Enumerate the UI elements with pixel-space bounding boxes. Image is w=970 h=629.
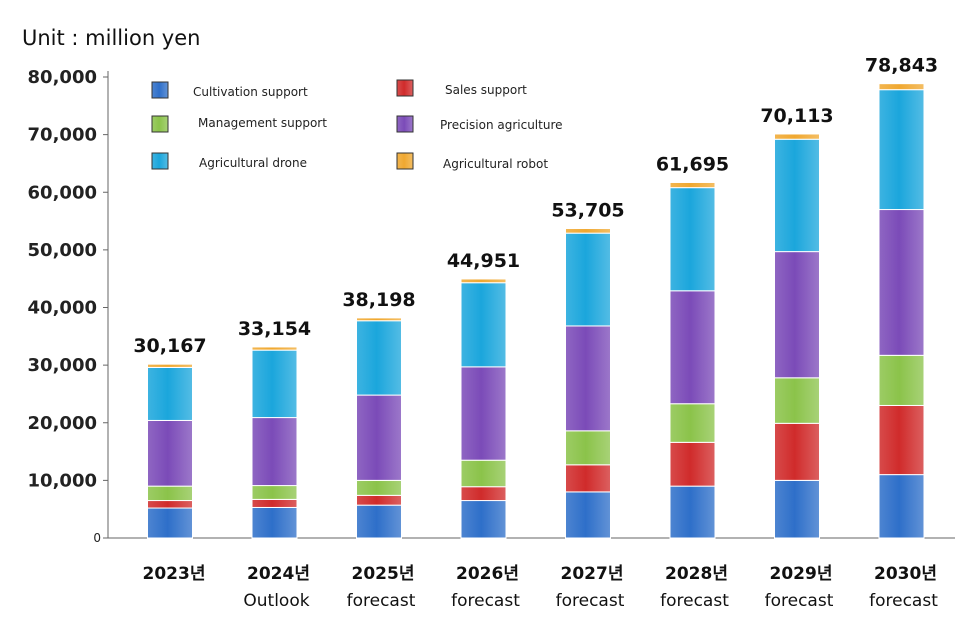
x-tick-sublabel: forecast xyxy=(869,591,938,611)
bar-segment-agricultural-drone xyxy=(460,282,507,368)
bar-segment-agricultural-drone xyxy=(878,89,925,211)
bar-total-label: 78,843 xyxy=(865,55,938,77)
bar-segment-agricultural-robot xyxy=(669,181,716,189)
bar-segment-management-support xyxy=(878,354,925,406)
bar-segment-management-support xyxy=(460,459,507,488)
legend: Cultivation support Sales support Manageme… xyxy=(151,79,563,171)
bar-segment-precision-agriculture xyxy=(878,209,925,356)
bar-segment-precision-agriculture xyxy=(251,417,298,487)
legend-swatch xyxy=(396,79,414,97)
x-tick-sublabel: forecast xyxy=(765,591,834,611)
y-tick-label: 30,000 xyxy=(28,355,97,376)
y-tick-label: 20,000 xyxy=(28,413,97,434)
bar-total-label: 30,167 xyxy=(133,335,206,357)
x-tick-label: 2030년 xyxy=(874,564,937,584)
y-tick-label: 80,000 xyxy=(28,67,97,88)
bar-segment-agricultural-drone xyxy=(356,320,402,396)
y-tick-label: 50,000 xyxy=(28,240,97,261)
bar-segment-sales-support xyxy=(147,500,193,509)
bar-segment-management-support xyxy=(774,377,820,424)
bar-segment-agricultural-robot xyxy=(565,228,611,234)
bar-segment-sales-support xyxy=(565,464,611,493)
y-tick-label: 10,000 xyxy=(28,470,97,491)
y-tick-label: 40,000 xyxy=(28,298,97,319)
bar-segment-agricultural-robot xyxy=(251,346,298,351)
bar-segment-sales-support xyxy=(460,486,507,502)
bar-segment-precision-agriculture xyxy=(356,394,402,481)
x-tick-sublabel: Outlook xyxy=(243,591,309,611)
y-tick-label: 0 xyxy=(93,531,101,545)
bar-total-label: 61,695 xyxy=(656,153,729,175)
bar-segment-cultivation-support xyxy=(147,507,193,539)
x-tick-sublabel: forecast xyxy=(556,591,625,611)
bar-segment-sales-support xyxy=(356,494,402,506)
bar-segment-cultivation-support xyxy=(356,504,402,539)
total-labels: 30,167 33,154 38,198 44,951 53,705 61,695 70,1… xyxy=(133,55,938,357)
legend-swatch xyxy=(151,81,169,99)
bar-total-label: 53,705 xyxy=(551,200,624,222)
bar-segment-sales-support xyxy=(669,441,716,487)
bar-segment-agricultural-drone xyxy=(774,138,820,253)
x-tick-label: 2029년 xyxy=(770,564,833,584)
bar-segment-agricultural-robot xyxy=(460,278,507,284)
bar-segment-cultivation-support xyxy=(251,506,298,539)
x-tick-label: 2028년 xyxy=(665,564,728,584)
unit-label: Unit : million yen xyxy=(22,26,200,50)
x-tick-sublabel: forecast xyxy=(347,591,416,611)
legend-label: Agricultural robot xyxy=(443,157,548,171)
x-axis-labels: 2023년 2024년 Outlook 2025년 forecast 2026년 forec… xyxy=(143,564,939,611)
legend-label: Agricultural drone xyxy=(199,156,307,170)
x-tick-sublabel: forecast xyxy=(451,591,520,611)
legend-label: Cultivation support xyxy=(193,85,308,99)
bar-segment-agricultural-robot xyxy=(774,133,820,140)
bar-segment-agricultural-robot xyxy=(356,317,402,322)
bar-segment-agricultural-drone xyxy=(565,232,611,327)
bar-total-label: 70,113 xyxy=(760,105,833,127)
bar-segment-agricultural-robot xyxy=(878,83,925,91)
legend-swatch xyxy=(396,115,414,133)
bar-segment-management-support xyxy=(147,485,193,502)
legend-label: Sales support xyxy=(445,83,527,97)
bar-segment-agricultural-drone xyxy=(147,366,193,421)
bar-total-label: 33,154 xyxy=(238,318,311,340)
x-tick-label: 2024년 xyxy=(247,564,310,584)
x-tick-label: 2023년 xyxy=(143,564,206,584)
bar-segment-precision-agriculture xyxy=(460,366,507,461)
bars xyxy=(147,83,925,539)
bar-segment-management-support xyxy=(669,403,716,443)
bar-total-label: 44,951 xyxy=(447,250,520,272)
legend-label: Management support xyxy=(198,116,327,130)
bar-segment-sales-support xyxy=(774,422,820,481)
axis: 0 10,000 20,000 30,000 40,000 50,000 60,000 70,… xyxy=(28,67,955,545)
y-tick-label: 70,000 xyxy=(28,125,97,146)
legend-swatch xyxy=(151,115,169,133)
bar-segment-cultivation-support xyxy=(669,485,716,539)
bar-segment-precision-agriculture xyxy=(774,251,820,379)
bar-segment-agricultural-robot xyxy=(147,363,193,368)
bar-segment-cultivation-support xyxy=(878,474,925,539)
bar-segment-cultivation-support xyxy=(460,500,507,539)
bar-segment-agricultural-drone xyxy=(251,349,298,419)
x-tick-label: 2025년 xyxy=(352,564,415,584)
x-tick-label: 2027년 xyxy=(561,564,624,584)
x-tick-sublabel: forecast xyxy=(660,591,729,611)
bar-segment-precision-agriculture xyxy=(565,325,611,432)
bar-total-label: 38,198 xyxy=(342,289,415,311)
bar-segment-sales-support xyxy=(878,404,925,476)
y-tick-label: 60,000 xyxy=(28,182,97,203)
bar-segment-sales-support xyxy=(251,498,298,508)
x-tick-label: 2026년 xyxy=(456,564,519,584)
bar-segment-management-support xyxy=(356,479,402,496)
bar-segment-precision-agriculture xyxy=(669,290,716,405)
legend-swatch xyxy=(396,152,414,170)
legend-label: Precision agriculture xyxy=(440,118,563,132)
legend-swatch xyxy=(151,152,169,170)
bar-segment-agricultural-drone xyxy=(669,187,716,292)
bar-segment-cultivation-support xyxy=(774,479,820,539)
bar-segment-cultivation-support xyxy=(565,491,611,539)
bar-segment-precision-agriculture xyxy=(147,419,193,487)
bar-segment-management-support xyxy=(565,430,611,466)
bar-segment-management-support xyxy=(251,485,298,500)
